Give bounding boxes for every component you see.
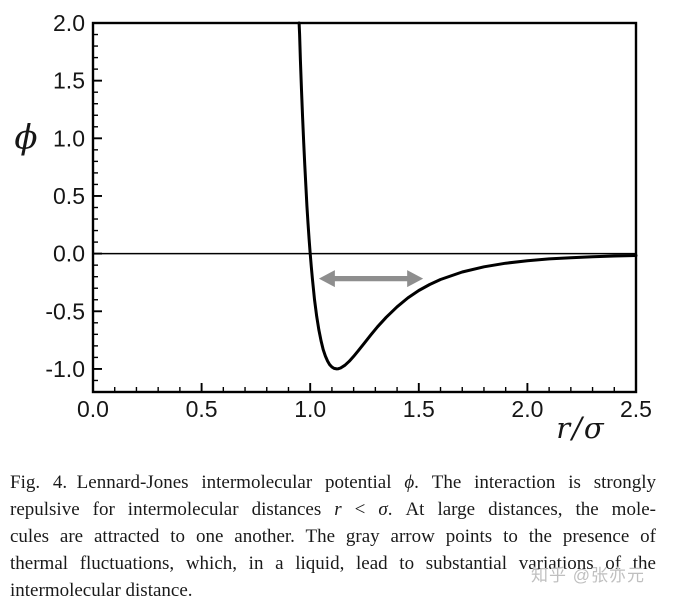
- caption-text-segment: cules are attracted to one another. The …: [10, 526, 656, 547]
- x-tick-label: 0.0: [77, 396, 109, 422]
- caption-math-symbol: r: [334, 499, 342, 520]
- caption-text-segment: . At large distances, the mole-: [387, 499, 657, 520]
- caption-text-segment: . The interaction is strongly: [414, 472, 656, 493]
- caption-text-segment: thermal fluctuations, which, in a liquid…: [10, 553, 656, 574]
- caption-line: thermal fluctuations, which, in a liquid…: [10, 550, 656, 577]
- y-tick-label: -0.5: [45, 298, 85, 324]
- caption-text-segment: intermolecular distance.: [10, 580, 193, 601]
- y-tick-label: 1.5: [53, 68, 85, 94]
- arrow-right-head-icon: [407, 270, 424, 288]
- lj-potential-plot: 0.0 0.5 1.0 1.5 2.0 2.5 -1.0 -0.5 0.0 0.5 1.0 1.5 2.…: [14, 10, 652, 445]
- y-tick-label: 0.0: [53, 241, 85, 267]
- caption-text-segment: Fig. 4. Lennard-Jones intermolecular pot…: [10, 472, 405, 493]
- figure-caption: Fig. 4. Lennard-Jones intermolecular pot…: [10, 469, 656, 604]
- arrow-left-head-icon: [318, 270, 335, 288]
- watermark: 知乎 @张亦元: [531, 566, 645, 585]
- y-tick-label: 0.5: [53, 183, 85, 209]
- y-tick-label: -1.0: [45, 356, 85, 382]
- caption-line: Fig. 4. Lennard-Jones intermolecular pot…: [10, 469, 656, 496]
- caption-math-symbol: σ: [378, 499, 388, 520]
- caption-text-segment: repulsive for intermolecular distances: [10, 499, 335, 520]
- caption-text-segment: <: [341, 499, 379, 520]
- y-axis-label: ϕ: [14, 117, 37, 157]
- y-tick-label: 1.0: [53, 125, 85, 151]
- caption-line: repulsive for intermolecular distances r…: [10, 496, 656, 523]
- y-tick-label: 2.0: [53, 10, 85, 36]
- plot-frame: [91, 21, 638, 394]
- caption-line: cules are attracted to one another. The …: [10, 523, 656, 550]
- caption-math-symbol: ϕ: [404, 472, 415, 493]
- lj-potential-curve: [297, 21, 638, 371]
- x-tick-label: 1.0: [294, 396, 326, 422]
- x-tick-label: 1.5: [403, 396, 435, 422]
- x-tick-label: 2.5: [620, 396, 652, 422]
- x-axis-label: r/σ: [556, 411, 605, 445]
- x-tick-label: 0.5: [186, 396, 218, 422]
- x-tick-label: 2.0: [511, 396, 543, 422]
- caption-line: intermolecular distance.: [10, 577, 656, 604]
